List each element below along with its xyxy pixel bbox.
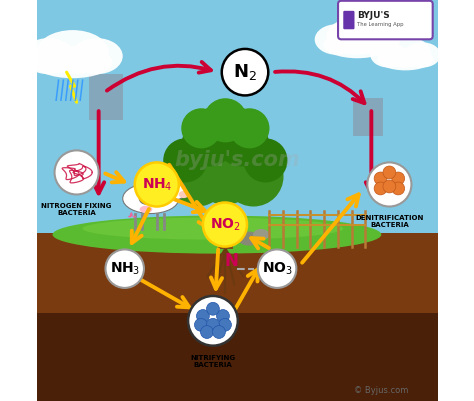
Circle shape — [392, 172, 405, 185]
Text: © Byjus.com: © Byjus.com — [354, 386, 409, 395]
FancyBboxPatch shape — [343, 11, 355, 29]
Ellipse shape — [139, 192, 155, 205]
Ellipse shape — [315, 24, 359, 55]
Circle shape — [203, 98, 247, 142]
Circle shape — [229, 108, 270, 148]
Circle shape — [374, 172, 387, 185]
Circle shape — [163, 138, 207, 182]
Ellipse shape — [153, 190, 164, 199]
Bar — [36, 233, 438, 401]
Text: NITRIFYING
BACTERIA: NITRIFYING BACTERIA — [191, 355, 236, 369]
Circle shape — [203, 203, 247, 247]
Circle shape — [223, 146, 283, 207]
Ellipse shape — [71, 38, 123, 74]
Ellipse shape — [179, 191, 189, 198]
Circle shape — [55, 150, 99, 194]
Ellipse shape — [238, 231, 260, 245]
Ellipse shape — [33, 46, 113, 78]
Ellipse shape — [356, 24, 400, 55]
Circle shape — [383, 166, 396, 179]
Ellipse shape — [327, 17, 388, 55]
Circle shape — [392, 182, 405, 195]
Ellipse shape — [380, 37, 431, 67]
Ellipse shape — [164, 181, 186, 200]
Text: BYJU'S: BYJU'S — [357, 11, 390, 20]
Ellipse shape — [123, 184, 179, 213]
Text: NO$_3$: NO$_3$ — [262, 261, 292, 277]
Circle shape — [167, 146, 228, 207]
Ellipse shape — [253, 229, 269, 240]
Text: DENITRIFICATION
BACTERIA: DENITRIFICATION BACTERIA — [355, 215, 424, 228]
FancyBboxPatch shape — [219, 168, 232, 249]
Ellipse shape — [53, 216, 382, 254]
Circle shape — [383, 180, 396, 193]
FancyBboxPatch shape — [89, 74, 123, 120]
Circle shape — [207, 302, 219, 315]
Circle shape — [197, 310, 210, 322]
Ellipse shape — [22, 38, 74, 74]
Circle shape — [194, 318, 207, 331]
Ellipse shape — [139, 206, 152, 213]
Text: NITROGEN FIXING
BACTERIA: NITROGEN FIXING BACTERIA — [41, 203, 112, 216]
FancyBboxPatch shape — [218, 229, 233, 249]
Circle shape — [217, 310, 229, 322]
Text: NH$_4$: NH$_4$ — [142, 176, 172, 192]
Circle shape — [183, 114, 236, 166]
Circle shape — [222, 49, 268, 95]
Circle shape — [135, 162, 179, 207]
Text: NO$_2$: NO$_2$ — [210, 217, 240, 233]
Ellipse shape — [36, 30, 109, 74]
Circle shape — [212, 326, 225, 338]
Text: NH$_3$: NH$_3$ — [109, 261, 140, 277]
Ellipse shape — [82, 217, 343, 239]
Ellipse shape — [370, 43, 407, 68]
Ellipse shape — [323, 31, 392, 58]
Text: byju's.com: byju's.com — [174, 150, 300, 170]
Circle shape — [181, 104, 270, 192]
Circle shape — [219, 318, 231, 331]
Circle shape — [201, 326, 213, 338]
FancyBboxPatch shape — [353, 98, 383, 136]
Text: The Learning App: The Learning App — [357, 22, 403, 26]
Ellipse shape — [404, 43, 440, 68]
Circle shape — [188, 296, 238, 346]
Bar — [36, 0, 438, 249]
Circle shape — [244, 138, 288, 182]
Bar — [36, 313, 438, 401]
Circle shape — [106, 249, 144, 288]
Circle shape — [374, 182, 387, 195]
Circle shape — [207, 318, 219, 331]
Circle shape — [367, 162, 411, 207]
FancyBboxPatch shape — [338, 1, 433, 39]
Circle shape — [189, 132, 262, 205]
Text: N$_2$: N$_2$ — [233, 62, 257, 82]
Ellipse shape — [377, 48, 434, 71]
Circle shape — [181, 108, 221, 148]
Text: N: N — [224, 252, 238, 269]
Circle shape — [215, 114, 267, 166]
Circle shape — [258, 249, 296, 288]
